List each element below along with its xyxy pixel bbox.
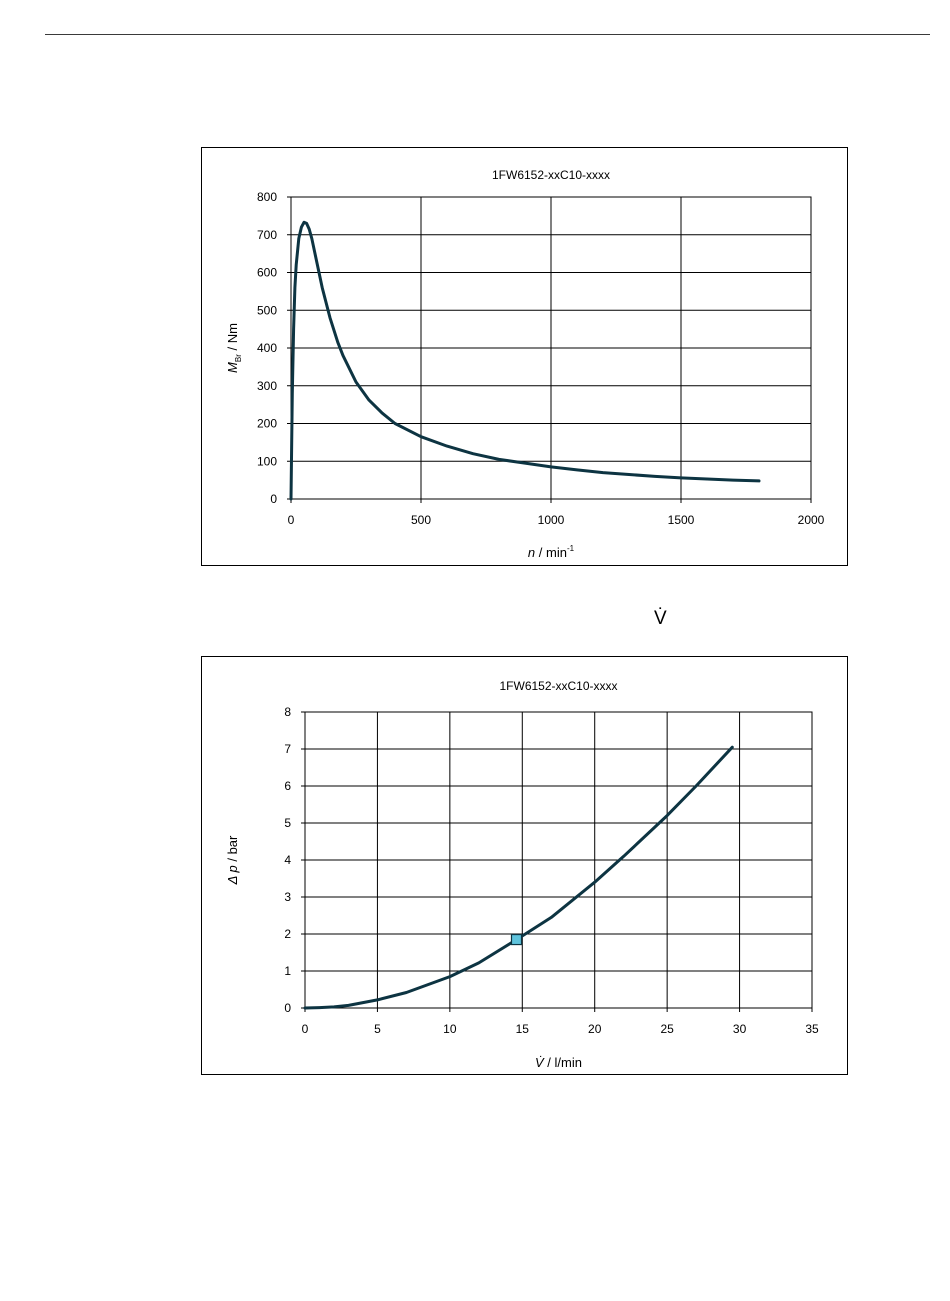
chart1-x-axis-unit: / min xyxy=(535,545,567,560)
chart1-x-tick-label: 1500 xyxy=(668,513,695,527)
chart2-title: 1FW6152-xxC10-xxxx xyxy=(499,679,617,693)
chart1-y-axis-label: MBr / Nm xyxy=(225,323,243,373)
chart1-y-tick-label: 600 xyxy=(257,266,277,280)
chart1-y-axis-symbol: M xyxy=(225,362,240,373)
chart2-y-axis-unit: / bar xyxy=(225,835,240,865)
chart1-y-tick-label: 200 xyxy=(257,417,277,431)
chart2-x-tick-label: 10 xyxy=(443,1022,457,1036)
top-rule xyxy=(45,34,930,35)
braking-torque-chart: 1FW6152-xxC10-xxxx 0 100 200 300 400 500 600 700… xyxy=(201,147,848,566)
chart2-x-tick-label: 5 xyxy=(374,1022,381,1036)
chart2-y-tick-label: 8 xyxy=(284,705,291,719)
chart2-x-tick-label: 35 xyxy=(805,1022,819,1036)
pressure-drop-chart: 1FW6152-xxC10-xxxx 0 1 2 3 4 5 6 7 8 0 5 10 15 20 25 30 3… xyxy=(201,656,848,1075)
volume-flow-symbol: V̇ xyxy=(654,608,667,629)
chart2-y-tick-label: 4 xyxy=(284,853,291,867)
chart1-series-line xyxy=(289,220,761,501)
chart1-y-axis-unit: / Nm xyxy=(225,323,240,354)
chart2-x-axis-label: V̇ / l/min xyxy=(535,1055,582,1070)
chart2-y-tick-label: 6 xyxy=(284,779,291,793)
chart2-y-tick-label: 0 xyxy=(284,1001,291,1015)
chart2-operating-point-marker xyxy=(510,933,523,946)
chart2-x-tick-label: 15 xyxy=(516,1022,530,1036)
chart2-x-axis-symbol: V̇ xyxy=(535,1055,545,1070)
chart2-x-tick-label: 30 xyxy=(733,1022,747,1036)
chart2-y-tick-label: 2 xyxy=(284,927,291,941)
chart2-y-tick-label: 1 xyxy=(284,964,291,978)
chart1-x-tick-label: 500 xyxy=(411,513,431,527)
chart1-title: 1FW6152-xxC10-xxxx xyxy=(492,168,610,182)
chart2-x-tick-label: 25 xyxy=(660,1022,674,1036)
chart1-y-tick-label: 100 xyxy=(257,454,277,468)
chart2-y-tick-label: 3 xyxy=(284,890,291,904)
chart1-x-axis-superscript: -1 xyxy=(567,544,575,553)
chart2-y-tick-label: 5 xyxy=(284,816,291,830)
chart1-y-tick-label: 300 xyxy=(257,379,277,393)
chart2-series-line xyxy=(303,745,734,1010)
pressure-drop-chart-svg: 1FW6152-xxC10-xxxx 0 1 2 3 4 5 6 7 8 0 5 10 15 20 25 30 3… xyxy=(225,679,819,1070)
chart1-x-axis-label: n / min-1 xyxy=(528,544,575,560)
braking-torque-chart-svg: 1FW6152-xxC10-xxxx 0 100 200 300 400 500 600 700… xyxy=(225,168,825,560)
chart2-x-axis-unit: / l/min xyxy=(544,1055,582,1070)
chart2-y-axis-label: Δ p / bar xyxy=(225,835,240,885)
chart1-y-tick-label: 700 xyxy=(257,228,277,242)
chart1-x-axis-symbol: n xyxy=(528,545,535,560)
chart1-y-tick-label: 0 xyxy=(270,492,277,506)
chart2-y-tick-label: 7 xyxy=(284,742,291,756)
chart1-x-tick-label: 1000 xyxy=(538,513,565,527)
chart1-y-tick-label: 800 xyxy=(257,190,277,204)
chart1-x-tick-label: 2000 xyxy=(798,513,825,527)
chart2-x-tick-label: 0 xyxy=(302,1022,309,1036)
chart2-x-tick-label: 20 xyxy=(588,1022,602,1036)
chart1-y-axis-subscript: Br xyxy=(234,354,243,362)
chart1-y-tick-label: 500 xyxy=(257,303,277,317)
chart1-x-tick-label: 0 xyxy=(288,513,295,527)
chart1-y-tick-label: 400 xyxy=(257,341,277,355)
chart2-y-axis-symbol: Δ p xyxy=(225,865,240,885)
